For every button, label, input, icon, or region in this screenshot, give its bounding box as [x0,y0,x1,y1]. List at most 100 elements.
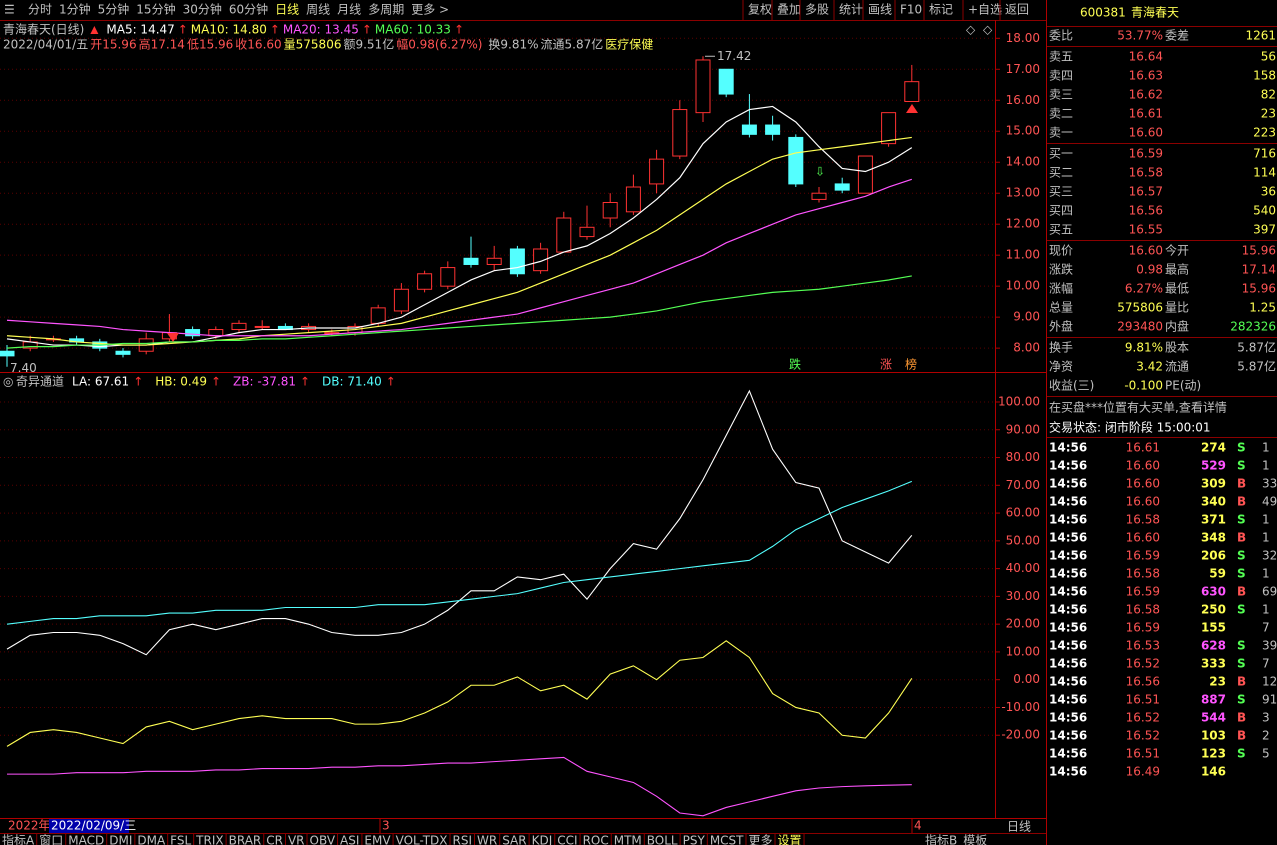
indicator-tab[interactable]: KDJ [532,834,553,845]
quote-stat: 3.42 [1136,360,1163,374]
stock-title: 青海春天(日线) [3,22,84,37]
indicator-tab[interactable]: ROC [583,834,609,845]
period-button[interactable]: 日线 [275,3,299,17]
indicator-tab[interactable]: VR [288,834,305,845]
stock-code: 600381 [1080,6,1126,20]
trade-price: 16.49 [1126,765,1160,779]
indicator-tab[interactable]: ASI [340,834,359,845]
candle-body [649,158,665,185]
bid-level: 买二 [1049,166,1073,180]
indicator-tab[interactable]: RSI [453,834,473,845]
indicator-tab[interactable]: MCST [710,834,744,845]
indicator-tab[interactable]: BOLL [647,834,678,845]
indicator-tab[interactable]: DMA [137,834,166,845]
sell-arrow [167,333,179,342]
period-button[interactable]: 多周期 [368,3,404,17]
ask-level: 16.64 [1129,50,1163,64]
trade-time: 14:56 [1049,441,1087,455]
indicator-tab[interactable]: PSY [683,834,706,845]
tool-button[interactable]: 统计 [839,3,863,17]
indicator-tab[interactable]: MTM [614,834,642,845]
tool-button[interactable]: 叠加 [777,3,801,17]
price-tick-label: 18.00 [1006,31,1040,45]
indicator-tab[interactable]: 更多 [749,834,773,845]
indicator-tab[interactable]: WR [477,834,497,845]
ask-level: 16.62 [1129,88,1163,102]
indicator-tab[interactable]: OBV [310,834,336,845]
period-button[interactable]: 60分钟 [229,2,268,17]
tool-button[interactable]: 返回 [1005,3,1029,17]
indicator-tab[interactable]: 指标A [2,833,35,845]
trade-count: 33 [1262,477,1277,491]
trade-price: 16.60 [1126,477,1160,491]
period-button[interactable]: 1分钟 [59,2,91,17]
indicator-tab[interactable]: CR [266,834,283,845]
period-button[interactable]: 周线 [306,3,330,17]
indicator-tab[interactable]: TRIX [195,834,223,845]
indicator-tab[interactable]: CCI [557,834,577,845]
tool-button[interactable]: 标记 [929,3,953,17]
tool-button[interactable]: F10 [900,3,922,17]
indicator-tab[interactable]: VOL-TDX [396,834,448,845]
period-button[interactable]: 15分钟 [136,2,175,17]
tool-button[interactable]: 画线 [868,3,892,17]
message: 交易状态: 闭市阶段 15:00:01 [1049,420,1211,435]
quote-stat: 换手 [1049,341,1073,355]
tool-button[interactable]: 复权 [748,3,772,17]
trade-side: B [1237,675,1246,689]
indicator-label: ZB: -37.81 [233,375,296,389]
indicator-tick-label: -10.00 [1001,700,1040,714]
trade-time: 14:56 [1049,765,1087,779]
trade-count: 1 [1262,513,1270,527]
trade-time: 14:56 [1049,639,1087,653]
quote-stat: PE(动) [1165,379,1201,393]
tool-button[interactable]: +自选 [968,3,1002,17]
price-tick-label: 17.00 [1006,62,1040,76]
quote-stat: 总量 [1049,301,1073,315]
ma-label: MA60: 10.33 [375,23,451,37]
trade-time: 14:56 [1049,477,1087,491]
arrow: ↑ [362,23,372,37]
indicator-tab[interactable]: DMI [109,834,132,845]
trade-side: S [1237,603,1246,617]
price-tick-label: 13.00 [1006,186,1040,200]
indicator-tab[interactable]: BRAR [229,834,262,845]
stock-name: 青海春天 [1131,5,1179,20]
candle-body [741,124,757,135]
candle-body [208,329,224,337]
trade-count: 1 [1262,459,1270,473]
period-button[interactable]: 分时 [28,3,52,17]
tool-button[interactable]: 多股 [805,3,829,17]
trade-volume: 274 [1201,441,1226,455]
indicator-tab[interactable]: 模板 [963,834,987,845]
info-field: 幅0.98(6.27%) [396,37,482,52]
indicator-tab[interactable]: SAR [502,834,526,845]
trade-time: 14:56 [1049,729,1087,743]
indicator-tab[interactable]: 窗口 [39,834,63,845]
indicator-tick-label: 10.00 [1006,644,1040,658]
info-field: 高17.14 [139,37,185,52]
indicator-label: HB: 0.49 [155,375,207,389]
period-button[interactable]: 月线 [337,3,361,17]
candle-body [625,186,641,213]
indicator-tab[interactable]: MACD [68,834,104,845]
indicator-title: 奇异通道 [16,375,64,389]
indicator-label: LA: 67.61 [72,375,129,389]
price-tick-label: 10.00 [1006,279,1040,293]
candle-body [695,59,711,114]
buy-arrow [906,104,918,113]
trade-volume: 59 [1209,567,1226,581]
arrow: ↑ [386,375,396,389]
indicator-tab[interactable]: 指标B [925,833,957,845]
trade-price: 16.58 [1126,603,1160,617]
info-field: 开15.96 [90,38,136,52]
info-field: 2022/04/01/五 [3,38,88,52]
indicator-tab[interactable]: EMV [364,834,391,845]
period-button[interactable]: 30分钟 [183,2,222,17]
period-button[interactable]: 5分钟 [98,2,130,17]
indicator-tab[interactable]: FSL [170,834,191,845]
trade-count: 7 [1262,621,1270,635]
indicator-tab[interactable]: 设置 [778,834,802,845]
period-button[interactable]: 更多 > [411,3,449,17]
